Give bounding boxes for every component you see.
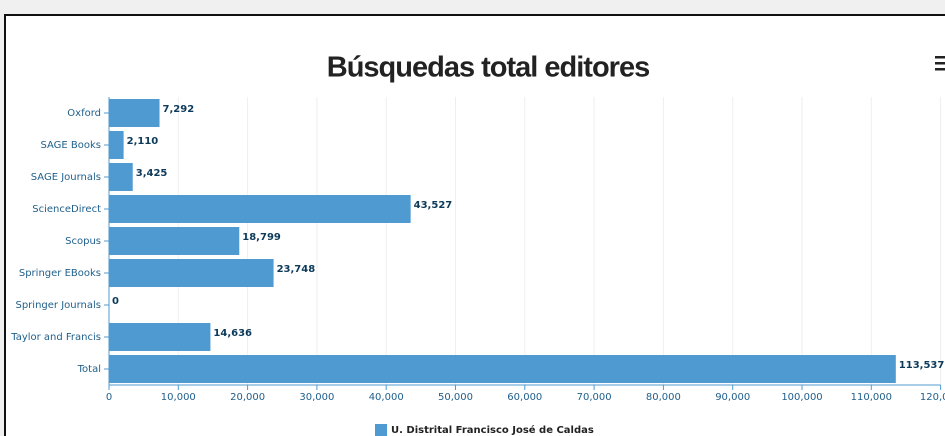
x-tick-label: 70,000: [577, 392, 612, 403]
value-label: 3,425: [136, 168, 168, 179]
y-tick-label: Taylor and Francis: [10, 332, 101, 343]
legend-swatch: [375, 424, 387, 436]
value-label: 23,748: [277, 264, 316, 275]
x-tick-label: 20,000: [230, 392, 265, 403]
y-tick-label: SAGE Books: [40, 140, 101, 151]
value-label: 2,110: [127, 136, 159, 147]
value-label: 113,537: [899, 360, 945, 371]
value-label: 18,799: [242, 232, 281, 243]
x-tick-label: 0: [106, 392, 112, 403]
menu-icon[interactable]: [935, 56, 945, 71]
bar: [109, 131, 124, 159]
x-tick-label: 110,000: [851, 392, 892, 403]
value-label: 43,527: [414, 200, 453, 211]
bar: [109, 323, 211, 351]
y-tick-label: Springer EBooks: [19, 268, 101, 279]
bar: [109, 163, 133, 191]
x-tick-label: 120,000: [920, 392, 945, 403]
y-tick-label: Total: [77, 364, 101, 375]
x-tick-label: 40,000: [369, 392, 404, 403]
legend-label: U. Distrital Francisco José de Caldas: [391, 424, 594, 436]
x-tick-label: 80,000: [646, 392, 681, 403]
y-tick-label: Scopus: [65, 236, 101, 247]
bar: [109, 99, 160, 127]
bar: [109, 195, 411, 223]
value-label: 0: [112, 296, 119, 307]
chart-title: Búsquedas total editores: [327, 52, 649, 84]
y-tick-label: SAGE Journals: [31, 172, 101, 183]
y-tick-label: Springer Journals: [15, 300, 101, 311]
x-tick-label: 10,000: [161, 392, 196, 403]
x-tick-label: 60,000: [507, 392, 542, 403]
bar: [109, 355, 896, 383]
value-label: 7,292: [163, 104, 195, 115]
y-tick-label: Oxford: [67, 108, 101, 119]
y-tick-label: ScienceDirect: [32, 204, 101, 215]
x-tick-label: 90,000: [715, 392, 750, 403]
value-label: 14,636: [213, 328, 252, 339]
x-tick-label: 50,000: [438, 392, 473, 403]
x-tick-label: 100,000: [781, 392, 822, 403]
bar: [109, 259, 274, 287]
x-tick-label: 30,000: [299, 392, 334, 403]
bar: [109, 227, 240, 255]
